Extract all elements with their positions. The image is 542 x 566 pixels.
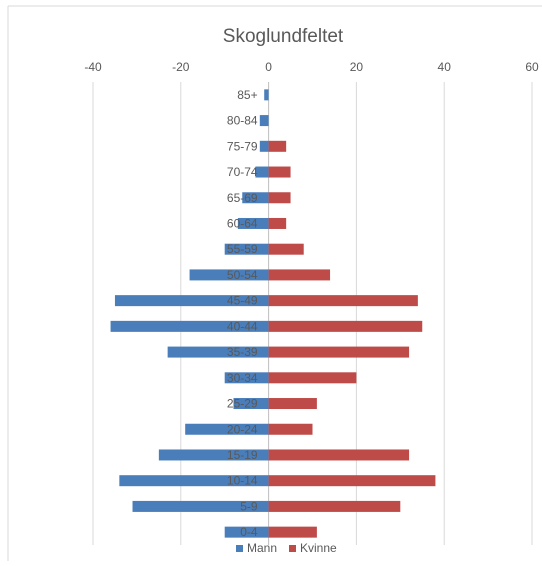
legend: Mann Kvinne [236, 541, 337, 555]
legend-label-mann: Mann [247, 541, 277, 555]
x-tick-label: 0 [265, 60, 272, 74]
bar-kvinne [268, 192, 291, 204]
bar-mann [259, 115, 269, 127]
category-label: 25-29 [227, 397, 258, 411]
category-label: 10-14 [227, 474, 258, 488]
bar-kvinne [268, 243, 304, 255]
bar-kvinne [268, 398, 317, 410]
legend-swatch-kvinne [289, 545, 296, 552]
bar-mann [242, 192, 269, 204]
bar-kvinne [268, 475, 436, 487]
category-label: 55-59 [227, 242, 258, 256]
bar-mann [132, 500, 269, 512]
category-label: 70-74 [227, 165, 258, 179]
category-label: 5-9 [240, 499, 258, 513]
bar-mann [237, 217, 269, 229]
bar-kvinne [268, 217, 287, 229]
category-label: 75-79 [227, 139, 258, 153]
x-tick-label: -40 [84, 60, 102, 74]
bar-mann [167, 346, 269, 358]
category-label: 0-4 [240, 525, 258, 539]
bar-mann [185, 423, 269, 435]
bars [110, 89, 436, 538]
bar-kvinne [268, 449, 410, 461]
bar-kvinne [268, 500, 401, 512]
x-tick-label: 60 [525, 60, 539, 74]
bar-mann [119, 475, 269, 487]
bar-mann [158, 449, 269, 461]
category-label: 20-24 [227, 422, 258, 436]
bar-mann [264, 89, 269, 101]
x-axis-tick-labels: -40 -20 0 20 40 60 [84, 60, 539, 74]
bar-kvinne [268, 140, 287, 152]
legend-label-kvinne: Kvinne [300, 541, 337, 555]
x-tick-label: 40 [438, 60, 452, 74]
category-label: 15-19 [227, 448, 258, 462]
x-tick-label: 20 [350, 60, 364, 74]
bar-mann [114, 295, 269, 307]
bar-mann [189, 269, 269, 281]
bar-mann [224, 526, 269, 538]
bar-mann [224, 372, 269, 384]
category-label: 80-84 [227, 114, 258, 128]
bar-mann [259, 140, 269, 152]
category-labels: 85+ 80-84 75-79 70-74 65-69 60-64 55-59 50-54 45… [227, 88, 258, 539]
bar-mann [110, 320, 269, 332]
bar-kvinne [268, 295, 418, 307]
bar-mann [255, 166, 269, 178]
category-label: 65-69 [227, 191, 258, 205]
bar-kvinne [268, 346, 410, 358]
category-label: 30-34 [227, 371, 258, 385]
category-label: 85+ [237, 88, 257, 102]
bar-kvinne [268, 269, 331, 281]
category-label: 60-64 [227, 216, 258, 230]
bar-mann [233, 398, 269, 410]
category-label: 35-39 [227, 345, 258, 359]
category-label: 50-54 [227, 268, 258, 282]
bar-kvinne [268, 423, 313, 435]
chart-title: Skoglundfeltet [223, 26, 344, 47]
legend-swatch-mann [236, 545, 243, 552]
bar-kvinne [268, 166, 291, 178]
category-label: 40-44 [227, 319, 258, 333]
chart-frame [7, 5, 542, 561]
bar-kvinne [268, 526, 317, 538]
gridlines [92, 82, 533, 545]
bar-kvinne [268, 372, 357, 384]
bar-mann [224, 243, 269, 255]
bar-kvinne [268, 320, 423, 332]
x-tick-label: -20 [172, 60, 190, 74]
category-label: 45-49 [227, 294, 258, 308]
